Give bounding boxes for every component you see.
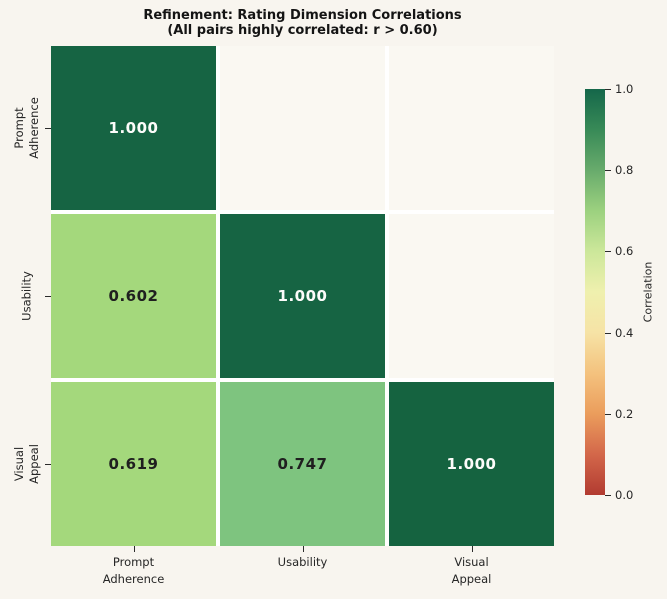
- y-axis-tick: [45, 464, 51, 465]
- y-axis-tick-label-text: Usability: [20, 271, 35, 321]
- colorbar-tick-label: 1.0: [615, 82, 633, 96]
- x-axis-tick-label: Usability: [223, 554, 383, 571]
- heatmap-grid: 1.0000.6021.0000.6190.7471.000: [51, 46, 554, 546]
- y-axis-tick: [45, 296, 51, 297]
- colorbar-tick-label: 0.4: [615, 326, 633, 340]
- correlation-heatmap-figure: Refinement: Rating Dimension Correlation…: [0, 0, 667, 599]
- colorbar-tick: [605, 414, 611, 415]
- y-axis-tick-label-text: Prompt Adherence: [12, 97, 42, 159]
- heatmap-cell: 1.000: [389, 382, 554, 546]
- x-axis-tick-label: Prompt Adherence: [54, 554, 214, 588]
- colorbar-tick-label: 0.2: [615, 407, 633, 421]
- colorbar-tick: [605, 89, 611, 90]
- heatmap-cell: 0.747: [220, 382, 385, 546]
- chart-title-block: Refinement: Rating Dimension Correlation…: [51, 8, 554, 38]
- colorbar-axis-label-text: Correlation: [642, 262, 655, 323]
- heatmap-cell: 1.000: [220, 214, 385, 378]
- chart-title: Refinement: Rating Dimension Correlation…: [51, 8, 554, 23]
- x-axis-tick: [303, 546, 304, 552]
- colorbar: [585, 89, 605, 495]
- colorbar-tick: [605, 170, 611, 171]
- colorbar-tick: [605, 333, 611, 334]
- heatmap-masked-cell: [389, 46, 554, 210]
- x-axis-tick: [134, 546, 135, 552]
- colorbar-tick: [605, 495, 611, 496]
- heatmap-cell: 0.602: [51, 214, 216, 378]
- heatmap-masked-cell: [220, 46, 385, 210]
- y-axis-tick: [45, 128, 51, 129]
- colorbar-tick-label: 0.8: [615, 163, 633, 177]
- heatmap-masked-cell: [389, 214, 554, 378]
- heatmap-cell: 1.000: [51, 46, 216, 210]
- colorbar-tick-label: 0.6: [615, 244, 633, 258]
- x-axis-tick: [472, 546, 473, 552]
- colorbar-tick-label: 0.0: [615, 488, 633, 502]
- colorbar-tick: [605, 251, 611, 252]
- x-axis-tick-label: Visual Appeal: [392, 554, 552, 588]
- y-axis-tick-label-text: Visual Appeal: [12, 444, 42, 484]
- chart-subtitle: (All pairs highly correlated: r > 0.60): [51, 23, 554, 38]
- heatmap-cell: 0.619: [51, 382, 216, 546]
